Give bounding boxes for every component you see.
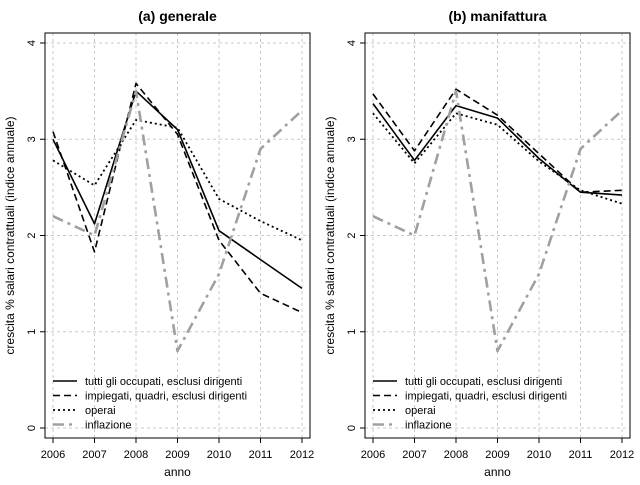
panel-2-y-tick-label-4: 4 <box>346 40 358 46</box>
panel-1-title: (a) generale <box>138 8 217 24</box>
panel-1-series-dashed-line <box>52 82 303 314</box>
panel-1-x-tick-label-3: 2009 <box>165 449 189 461</box>
panel-2-x-axis-label: anno <box>484 465 511 479</box>
panel-2-x-tick-label-2: 2008 <box>444 449 468 461</box>
panel-2-y-axis-label: crescita % salari contrattuali (indice a… <box>323 116 337 354</box>
panel-1-y-tick-label-1: 1 <box>26 329 38 335</box>
panel-1-legend-label-dashdot: inflazione <box>85 420 131 432</box>
panel-2-y-tick-label-2: 2 <box>346 232 358 238</box>
panel-1-x-tick-label-6: 2012 <box>290 449 314 461</box>
panel-1-x-tick-label-1: 2007 <box>82 449 106 461</box>
panel-2-x-tick-label-4: 2010 <box>527 449 551 461</box>
panel-2-legend-label-dashed: impiegati, quadri, esclusi dirigenti <box>405 391 567 403</box>
panel-2-legend-label-solid: tutti gli occupati, esclusi dirigenti <box>405 376 562 388</box>
panel-2-x-tick-label-5: 2011 <box>569 449 593 461</box>
panel-2-x-tick-label-3: 2009 <box>485 449 509 461</box>
panel-2-y-tick-label-1: 1 <box>346 329 358 335</box>
panel-1-y-axis-label: crescita % salari contrattuali (indice a… <box>3 116 17 354</box>
panel-1-legend-label-dotted: operai <box>85 405 116 417</box>
panel-1-x-tick-label-0: 2006 <box>41 449 65 461</box>
panel-1-series-dotted-line <box>52 119 303 242</box>
panel-2-y-tick-label-0: 0 <box>346 425 358 431</box>
panel-1-y-tick-label-3: 3 <box>26 136 38 142</box>
panel-2-x-tick-label-6: 2012 <box>610 449 634 461</box>
panel-1-series-solid-line <box>52 90 303 290</box>
panel-2-legend-label-dotted: operai <box>405 405 436 417</box>
panel-1-y-tick-label-4: 4 <box>26 40 38 46</box>
panel-2-x-tick-label-0: 2006 <box>361 449 385 461</box>
panel-2-legend-label-dashdot: inflazione <box>405 420 451 432</box>
panel-2-title: (b) manifattura <box>449 8 547 24</box>
panel-2-series-dashed-line <box>372 88 623 193</box>
panel-2-y-tick-label-3: 3 <box>346 136 358 142</box>
panel-1-series-dashdot-line <box>52 89 303 353</box>
panel-1-x-tick-label-4: 2010 <box>207 449 231 461</box>
panel-1-y-tick-label-0: 0 <box>26 425 38 431</box>
panel-1-legend-label-solid: tutti gli occupati, esclusi dirigenti <box>85 376 242 388</box>
panel-1-x-tick-label-2: 2008 <box>124 449 148 461</box>
panel-1-x-tick-label-5: 2011 <box>249 449 273 461</box>
panel-1-x-axis-label: anno <box>164 465 191 479</box>
panel-2-series-dashdot-line <box>372 89 623 353</box>
panel-2-series-solid-line <box>372 103 623 196</box>
panel-1-legend-label-dashed: impiegati, quadri, esclusi dirigenti <box>85 391 247 403</box>
panel-1-y-tick-label-2: 2 <box>26 232 38 238</box>
panel-2-x-tick-label-1: 2007 <box>402 449 426 461</box>
